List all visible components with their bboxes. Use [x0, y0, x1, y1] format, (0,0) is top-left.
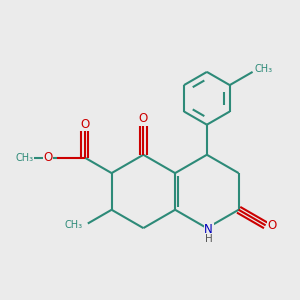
Text: O: O: [44, 151, 53, 164]
Text: H: H: [205, 234, 213, 244]
Text: O: O: [268, 219, 277, 232]
Text: CH₃: CH₃: [254, 64, 273, 74]
Text: CH₃: CH₃: [64, 220, 82, 230]
Text: CH₃: CH₃: [16, 152, 34, 163]
Text: O: O: [80, 118, 89, 131]
Text: O: O: [139, 112, 148, 125]
Text: N: N: [204, 224, 213, 236]
